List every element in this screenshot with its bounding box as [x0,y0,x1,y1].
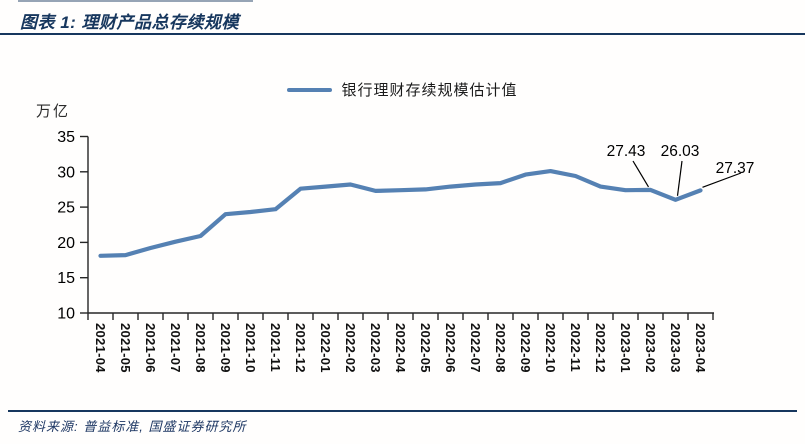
annotation-leader-line [676,160,683,196]
x-category-label: 2021-05 [118,323,133,373]
annotation-value-label: 27.43 [607,143,646,160]
source-note: 资料来源: 普益标准, 国盛证券研究所 [18,419,247,434]
annotation-leader-line [702,172,742,188]
x-category-label: 2021-12 [293,323,308,373]
footer-rule [8,410,797,412]
x-category-label: 2022-04 [393,323,408,373]
y-tick-label: 10 [57,306,75,323]
x-category-label: 2022-06 [443,323,458,373]
y-axis-unit-label: 万亿 [36,103,71,120]
top-border-fragment [18,0,253,2]
x-category-label: 2022-09 [518,323,533,373]
x-category-label: 2021-09 [218,323,233,373]
chart-legend: 银行理财存续规模估计值 [0,79,805,100]
x-category-label: 2021-08 [193,323,208,373]
legend-line-swatch [287,87,333,92]
x-category-label: 2022-02 [343,323,358,373]
x-category-label: 2023-03 [668,323,683,373]
title-underline [0,33,805,35]
x-category-label: 2021-04 [93,323,108,373]
y-tick-label: 15 [57,270,75,287]
series-line [98,169,703,258]
x-category-label: 2022-01 [318,323,333,373]
y-tick-label: 20 [57,235,75,252]
y-tick-label: 35 [57,129,75,146]
legend-series-label: 银行理财存续规模估计值 [341,82,518,99]
x-category-label: 2021-07 [168,323,183,373]
x-category-label: 2023-02 [643,323,658,373]
x-category-label: 2022-03 [368,323,383,373]
annotation-value-label: 26.03 [661,143,700,160]
x-category-label: 2023-04 [693,323,708,373]
y-tick-label: 25 [57,200,75,217]
x-category-label: 2021-11 [268,323,283,372]
x-category-label: 2023-01 [618,323,633,373]
x-category-label: 2022-08 [493,323,508,373]
x-category-label: 2022-05 [418,323,433,373]
x-category-label: 2022-12 [593,323,608,373]
x-category-label: 2021-10 [243,323,258,373]
annotation-value-label: 27.37 [716,160,755,177]
annotation-leader-line [632,160,650,188]
x-category-label: 2022-10 [543,323,558,373]
x-category-label: 2021-06 [143,323,158,373]
y-tick-label: 30 [57,164,75,181]
figure-title: 图表 1: 理财产品总存续规模 [20,13,240,32]
x-category-label: 2022-07 [468,323,483,373]
x-category-label: 2022-11 [568,323,583,372]
